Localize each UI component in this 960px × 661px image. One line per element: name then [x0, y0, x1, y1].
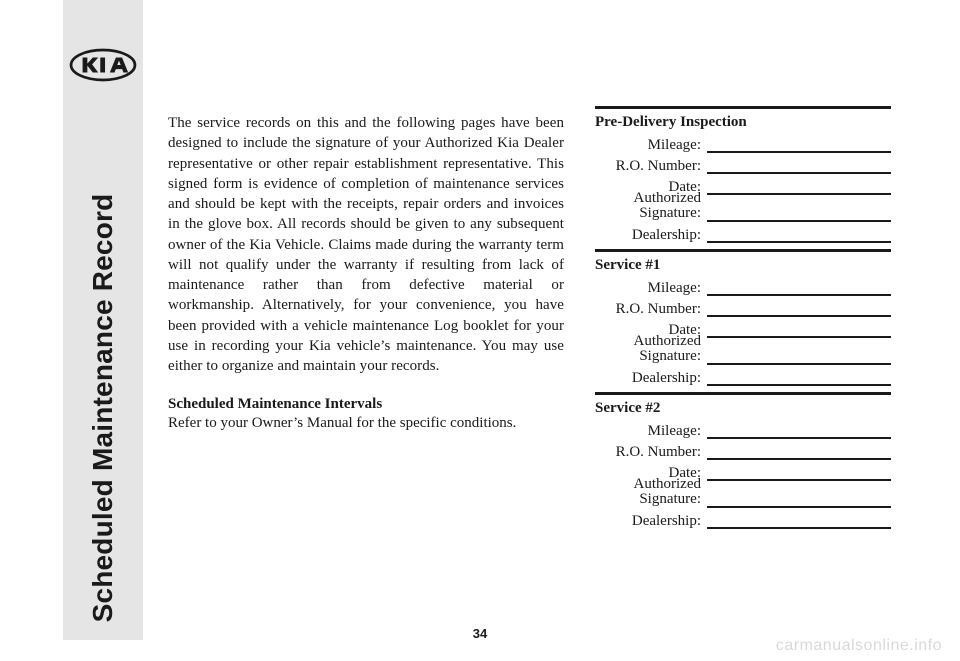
field-label: R.O. Number:	[595, 301, 707, 318]
field-row: R.O. Number:	[595, 296, 891, 317]
intervals-heading: Scheduled Maintenance Intervals	[168, 396, 564, 413]
page: Scheduled Maintenance Record The service…	[0, 0, 960, 661]
field-line[interactable]	[707, 230, 891, 243]
sidebar-title: Scheduled Maintenance Record	[87, 194, 119, 623]
field-line[interactable]	[707, 304, 891, 317]
field-label: Authorized Signature:	[595, 334, 707, 366]
service-block-predelivery: Pre-Delivery Inspection Mileage: R.O. Nu…	[595, 109, 891, 249]
field-line[interactable]	[707, 373, 891, 386]
field-label: Mileage:	[595, 137, 707, 154]
field-line[interactable]	[707, 140, 891, 153]
service-block-1: Service #1 Mileage: R.O. Number: Date: A…	[595, 252, 891, 392]
field-label-line1: Authorized Signature:	[634, 477, 701, 509]
field-line[interactable]	[707, 495, 891, 508]
field-line[interactable]	[707, 468, 891, 481]
service-title: Service #1	[595, 257, 891, 274]
field-label: Mileage:	[595, 423, 707, 440]
service-block-2: Service #2 Mileage: R.O. Number: Date: A…	[595, 395, 891, 535]
kia-logo	[63, 48, 143, 87]
right-column: Pre-Delivery Inspection Mileage: R.O. Nu…	[595, 106, 891, 535]
field-label: Dealership:	[595, 227, 707, 244]
field-label: R.O. Number:	[595, 444, 707, 461]
field-label: Authorized Signature:	[595, 191, 707, 223]
field-line[interactable]	[707, 209, 891, 222]
body-paragraph: The service records on this and the foll…	[168, 113, 564, 376]
field-label-line1: Authorized Signature:	[634, 334, 701, 366]
field-row: Mileage:	[595, 275, 891, 296]
field-label: R.O. Number:	[595, 158, 707, 175]
field-label-line1: Authorized Signature:	[634, 191, 701, 223]
field-row: R.O. Number:	[595, 439, 891, 460]
field-row: Dealership:	[595, 508, 891, 529]
field-line[interactable]	[707, 447, 891, 460]
field-label: Authorized Signature:	[595, 477, 707, 509]
intervals-note: Refer to your Owner’s Manual for the spe…	[168, 413, 564, 433]
service-title: Pre-Delivery Inspection	[595, 114, 891, 131]
field-label: Mileage:	[595, 280, 707, 297]
field-label: Dealership:	[595, 513, 707, 530]
field-row: Mileage:	[595, 418, 891, 439]
field-row: Dealership:	[595, 222, 891, 243]
field-line[interactable]	[707, 182, 891, 195]
field-line[interactable]	[707, 161, 891, 174]
field-row: Authorized Signature:	[595, 344, 891, 365]
field-line[interactable]	[707, 325, 891, 338]
watermark: carmanualsonline.info	[776, 637, 942, 655]
field-row: Authorized Signature:	[595, 201, 891, 222]
field-line[interactable]	[707, 516, 891, 529]
kia-logo-icon	[69, 48, 137, 82]
field-label: Dealership:	[595, 370, 707, 387]
left-column: The service records on this and the foll…	[168, 113, 564, 434]
field-row: Mileage:	[595, 132, 891, 153]
field-row: Dealership:	[595, 365, 891, 386]
field-row: R.O. Number:	[595, 153, 891, 174]
field-line[interactable]	[707, 352, 891, 365]
service-title: Service #2	[595, 400, 891, 417]
field-line[interactable]	[707, 426, 891, 439]
sidebar: Scheduled Maintenance Record	[63, 0, 143, 640]
field-line[interactable]	[707, 283, 891, 296]
field-row: Authorized Signature:	[595, 487, 891, 508]
